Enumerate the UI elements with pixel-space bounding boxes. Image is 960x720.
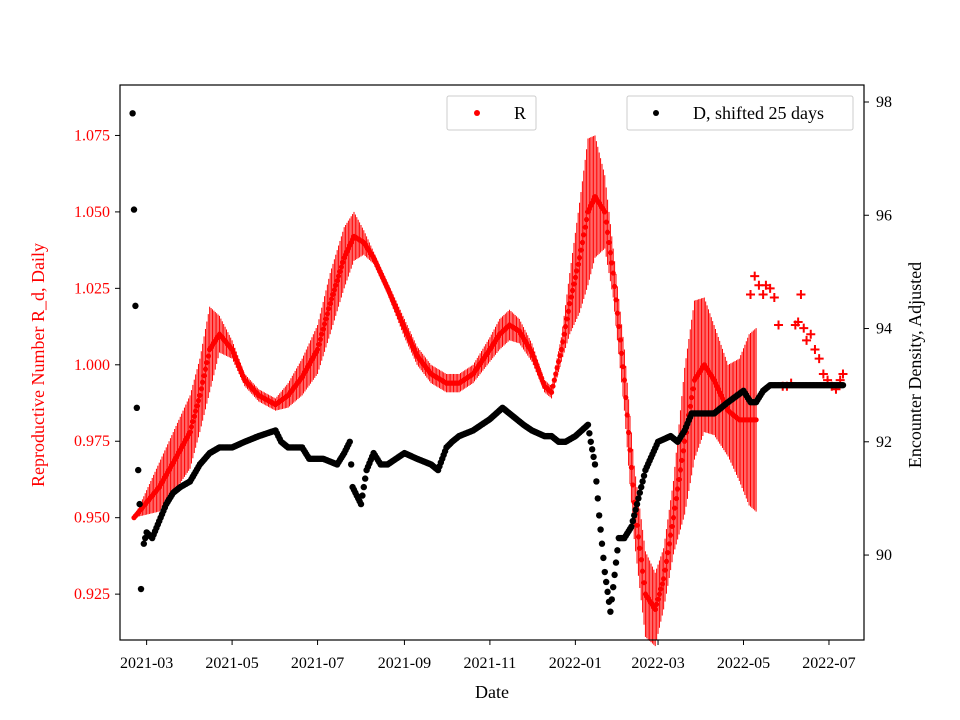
d-point [140,540,148,547]
legend-r: R [446,95,537,131]
d-point [360,483,367,491]
r-plus-point [769,293,779,303]
d-point [586,430,593,437]
r-plus-point [793,317,803,327]
r-plus-point [774,320,784,330]
d-point [609,583,617,591]
d-point [359,492,366,499]
d-point [639,478,646,485]
d-point [594,495,601,502]
x-tick-label: 2022-03 [631,655,684,672]
d-point [132,302,139,310]
d-point [591,461,599,468]
legend-r-label: R [514,103,526,123]
r-plus-point [806,329,816,339]
d-point [135,466,142,474]
d-point [839,381,847,389]
r-plus-point [799,323,809,333]
d-point [640,472,648,479]
y-left-tick-label: 1.075 [74,127,110,144]
d-point [590,453,597,461]
r-plus-point [818,369,828,379]
d-point [346,438,353,445]
x-tick-label: 2022-05 [717,655,770,672]
legend-d-box [626,95,854,131]
x-tick-label: 2021-03 [120,655,173,672]
r-plus-point [765,283,775,293]
d-point [597,526,604,533]
d-point [136,500,143,508]
d-point [628,523,635,530]
x-axis-label: Date [475,682,509,702]
r-point [753,417,759,423]
x-tick-label: 2021-05 [205,655,258,672]
d-point [636,489,644,496]
r-plus-point [746,289,756,299]
d-point [638,483,645,491]
d-point [130,206,138,213]
d-point [635,495,642,502]
y-right-tick-label: 96 [876,207,892,224]
d-point [633,500,641,508]
d-point [593,478,600,485]
d-point [347,461,355,468]
x-tick-label: 2021-09 [378,655,431,672]
r-plus-point [758,289,768,299]
y-right-tick-label: 90 [876,547,892,564]
axes: 2021-03 2021-05 2021-07 2021-09 2021-11 2022-… [74,84,892,672]
d-point [361,475,369,482]
plot-area [129,110,848,647]
d-point [584,421,592,428]
d-point [607,608,614,615]
d-point [357,500,365,508]
x-tick-label: 2021-07 [291,655,344,672]
d-point [631,512,638,519]
y-left-tick-label: 0.975 [74,433,110,450]
d-point [604,588,611,596]
d-point [611,571,618,579]
y-axis-left-label: Reproductive Number R_d, Daily [28,243,48,487]
x-tick-label: 2022-07 [802,655,855,672]
y-left-tick-label: 0.925 [74,586,110,603]
legend-r-box [446,95,537,131]
x-tick-label: 2022-01 [549,655,602,672]
y-left-tick-label: 1.000 [74,357,110,374]
d-point [598,540,606,547]
legend-d-label: D, shifted 25 days [693,103,824,123]
r-plus-point [750,271,760,281]
d-point [608,596,615,603]
r-plus-point [802,335,812,345]
plot-frame [119,84,865,641]
r-plus-point [814,354,824,364]
legend-d: D, shifted 25 days [626,95,854,131]
d-point [595,512,603,519]
d-point [601,568,608,576]
d-point [612,559,620,566]
y-left-tick-label: 1.025 [74,280,110,297]
d-point [129,110,136,117]
y-left-tick-label: 1.050 [74,204,110,221]
d-point [587,438,594,445]
d-point [133,404,141,412]
d-point [602,578,610,586]
d-point [588,446,596,453]
x-tick-label: 2021-11 [464,655,517,672]
d-point [137,585,145,593]
d-point [614,547,621,554]
y-right-tick-label: 94 [876,321,892,338]
r-plus-point [810,345,820,355]
r-plus-point [796,289,806,299]
y-left-tick-label: 0.950 [74,510,110,527]
d-point [600,554,607,562]
d-point [629,517,637,525]
legend-d-marker [653,110,659,116]
y-right-tick-label: 98 [876,94,892,111]
y-right-tick-label: 92 [876,434,892,451]
legend-r-marker [474,110,480,116]
y-axis-right-label: Encounter Density, Adjusted [905,262,925,468]
r-plus-point [838,369,848,379]
d-point [632,506,639,513]
